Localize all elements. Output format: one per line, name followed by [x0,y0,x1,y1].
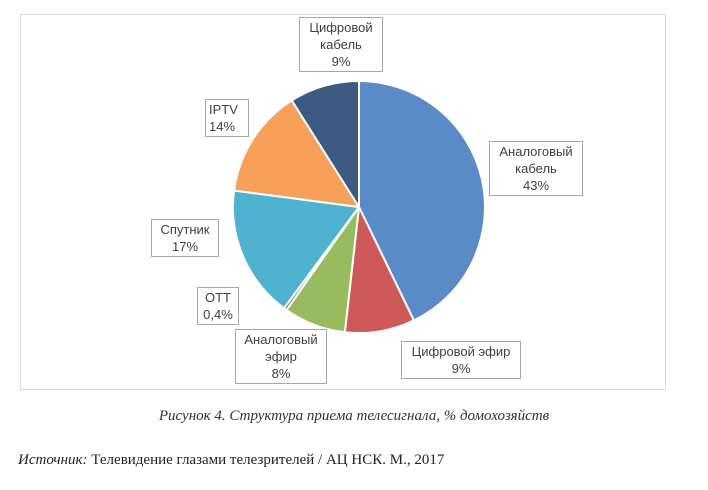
pie-slice-satellite [232,189,360,310]
source-line: Источник: Телевидение глазами телезрител… [18,452,444,469]
figure-caption: Рисунок 4. Структура приема телесигнала,… [158,408,550,424]
label-iptv: IPTV 14% [205,99,249,137]
label-ott: OTT 0,4% [197,287,239,325]
label-digital-ether: Цифровой эфир 9% [401,341,521,379]
chart-frame: Цифровой кабель 9% IPTV 14% Аналоговый к… [20,14,666,390]
pie-slice-iptv [233,99,360,208]
pie-chart [232,80,486,334]
source-label: Источник: [18,452,88,468]
label-satellite: Спутник 17% [151,219,219,257]
label-digital-cable: Цифровой кабель 9% [299,17,383,72]
source-text: Телевидение глазами телезрителей / АЦ НС… [91,452,445,468]
pie-slice-analog-cable [358,80,486,322]
label-analog-ether: Аналоговый эфир 8% [235,329,327,384]
pie-slice-digital-cable [290,80,360,208]
label-analog-cable: Аналоговый кабель 43% [489,141,583,196]
